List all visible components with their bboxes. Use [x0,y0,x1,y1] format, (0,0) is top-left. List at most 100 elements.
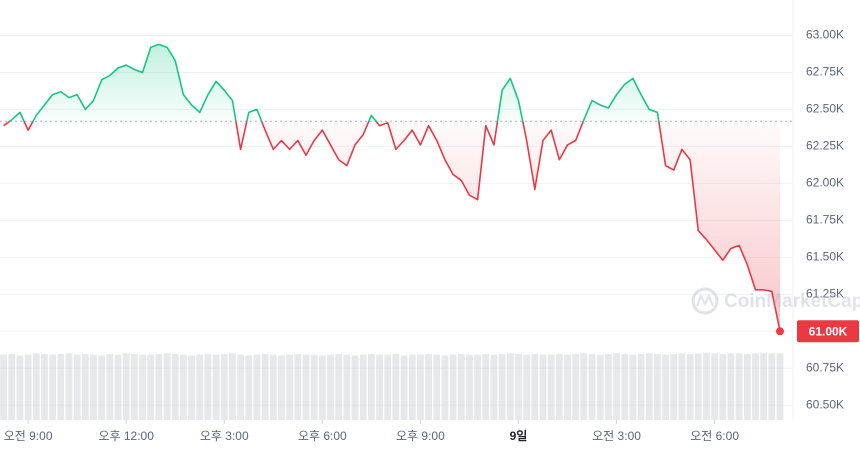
volume-bar [0,354,7,420]
volume-bar [531,354,539,420]
volume-bar [727,353,735,420]
volume-bar [49,354,57,420]
volume-bar [547,354,555,420]
volume-bar [179,354,187,420]
volume-bar [212,354,220,420]
volume-bar [703,352,710,420]
volume-bar [752,353,759,420]
volume-bar [81,354,89,420]
volume-bar [637,354,645,420]
volume-bar [711,353,719,420]
volume-bar [384,354,392,420]
volume-bar [408,354,416,420]
volume-bar [310,354,318,420]
volume-bar [327,354,334,420]
volume-bar [466,354,473,420]
volume-bar [188,355,195,420]
volume-bar [449,354,457,420]
volume-bar [760,352,768,420]
volume-bar [654,354,661,420]
volume-bar [90,354,97,420]
volume-bar [613,353,620,420]
volume-bar [572,354,580,420]
volume-bar [564,354,571,420]
y-tick-label: 62.25K [806,139,844,153]
volume-bar [16,355,24,420]
volume-bar [376,354,383,420]
volume-bar [474,354,482,420]
volume-bar [24,354,32,420]
x-tick-label: 오후 3:00 [200,429,249,443]
volume-bar [122,353,130,420]
volume-bar [555,354,563,420]
volume-bar [302,354,310,420]
y-tick-label: 62.50K [806,102,844,116]
volume-bar [343,354,351,420]
y-tick-label: 61.75K [806,213,844,227]
volume-bar [106,354,114,420]
volume-bar [359,354,367,420]
y-tick-label: 60.75K [806,360,844,374]
y-tick-label: 62.00K [806,176,844,190]
volume-bar [171,354,179,420]
y-tick-label: 62.75K [806,65,844,79]
volume-bar [41,354,48,420]
current-price-badge [797,320,859,343]
volume-bar [8,354,16,420]
volume-bar [678,353,686,420]
volume-bar [482,354,490,420]
volume-bar [662,354,669,420]
volume-bar [588,354,596,420]
volume-bar [506,353,514,420]
current-price-dot [776,327,784,336]
volume-bar [98,355,106,420]
volume-bar [457,354,465,420]
volume-bar [686,354,694,420]
watermark-text: CoinMarketCap [724,291,860,312]
price-area [3,44,781,332]
volume-bar [163,353,171,420]
volume-bar [515,354,522,420]
volume-bar [433,354,441,420]
volume-bar [498,354,506,420]
volume-bar [490,354,498,420]
volume-bar [155,354,163,420]
volume-bar [367,354,375,420]
volume-bar [57,354,65,420]
volume-bar [130,354,138,420]
volume-bar [604,354,612,420]
volume-bar [580,353,588,420]
volume-bar [261,354,269,420]
volume-bar [139,354,146,420]
x-tick-label: 오후 9:00 [396,429,445,443]
x-tick-label: 오전 9:00 [4,429,53,443]
volume-bar [269,354,277,420]
volume-bar [523,354,531,420]
volume-bar [645,353,653,420]
volume-bar [204,354,212,420]
volume-bar [73,354,81,420]
volume-bar [539,354,547,420]
volume-bar [335,354,343,420]
volume-bar [65,353,73,420]
volume-bar [253,354,261,420]
volume-bar [694,353,702,420]
current-price-label: 61.00K [809,324,848,338]
volume-bar [237,354,245,420]
watermark: CoinMarketCap [691,287,860,315]
y-tick-label: 63.00K [806,28,844,42]
volume-bar [417,354,424,420]
volume-bar [318,355,326,420]
volume-bar [719,354,727,420]
volume-bar [670,354,678,420]
volume-bar [735,353,743,420]
volume-bar [114,354,122,420]
volume-bar [147,354,155,420]
volume-bar [229,353,236,420]
volume-bar [278,355,285,420]
volume-bar [245,355,253,420]
volume-bar [220,354,228,420]
volume-bar [621,354,629,420]
